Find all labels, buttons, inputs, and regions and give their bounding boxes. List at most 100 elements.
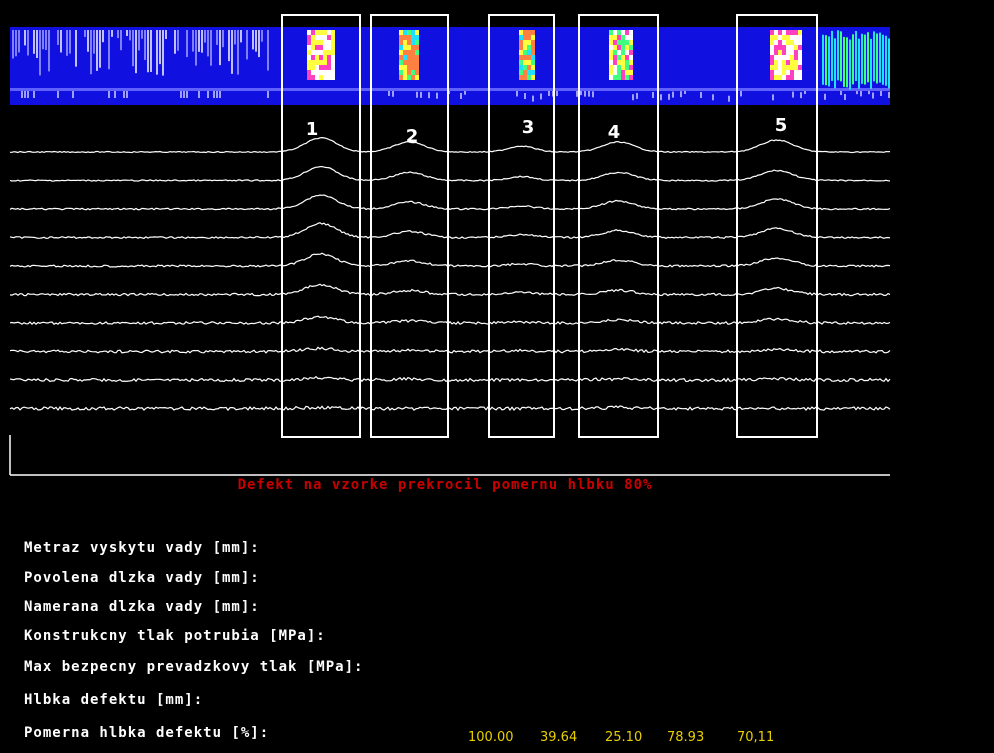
heat-streak [57,90,59,98]
heat-streak [156,30,158,75]
heat-cell [411,45,415,50]
heat-streak [33,90,35,98]
heat-cell [311,30,315,35]
heat-cell [415,55,419,60]
heat-cell [415,40,419,45]
heat-cell [782,40,786,45]
heat-cell [399,50,403,55]
heat-cell [523,45,527,50]
heat-streak [252,30,254,49]
heat-cell [786,30,790,35]
heat-cell [798,65,802,70]
heat-cell [307,70,311,75]
heat-cell [399,60,403,65]
heat-cell [531,50,535,55]
heat-cell [319,35,323,40]
heat-cell [399,55,403,60]
heat-cell [323,30,327,35]
heat-cell [786,65,790,70]
heat-cell [327,60,331,65]
heat-streak [126,30,128,36]
heat-streak [824,94,826,100]
heat-cell [415,65,419,70]
heat-streak [120,30,122,50]
heat-streak [123,90,125,98]
heat-streak [15,30,17,56]
heat-cell [778,45,782,50]
heat-cell [399,30,403,35]
heat-cell [415,30,419,35]
heat-cell [774,45,778,50]
heat-cell [415,45,419,50]
heat-cell [319,70,323,75]
heat-cell [403,35,407,40]
heat-streak [460,93,462,99]
heat-streak [680,91,682,97]
heat-cell [617,65,621,70]
heat-streak [201,30,203,53]
heat-cell [399,70,403,75]
heat-cell [331,50,335,55]
heat-cell [840,31,842,81]
heat-cell [786,50,790,55]
heat-streak [740,90,742,96]
heat-cell [531,40,535,45]
heat-cell [843,37,845,87]
heat-streak [84,30,86,37]
heat-cell [315,55,319,60]
defect-label: 5 [775,115,788,136]
heat-cell [837,30,839,80]
warning-text: Defekt na vzorke prekrocil pomernu hlbku… [0,477,890,493]
heat-streak [516,90,518,96]
heat-cell [407,35,411,40]
heat-cell [790,35,794,40]
waveform [10,377,890,382]
heat-cell [621,35,625,40]
heat-streak [117,30,119,38]
heat-streak [237,30,239,75]
heat-streak [216,30,218,45]
heat-streak [45,30,47,50]
defect-label: 3 [522,117,535,138]
heat-cell [523,30,527,35]
heat-cell [782,75,786,80]
heat-streak [48,30,50,71]
heat-cell [331,40,335,45]
heat-cell [798,60,802,65]
heat-streak [392,91,394,97]
heat-cell [331,75,335,80]
heat-cell [625,30,629,35]
heat-cell [411,60,415,65]
heat-cell [319,30,323,35]
heat-cell [403,65,407,70]
heat-cell [617,35,621,40]
field-value: 39.64 [540,730,577,745]
heat-cell [331,30,335,35]
heat-cell [794,55,798,60]
heat-streak [584,91,586,97]
heat-cell [786,60,790,65]
heat-streak [177,30,179,51]
heat-streak [216,90,218,98]
heat-streak [21,90,23,98]
heat-cell [621,30,625,35]
heat-streak [872,93,874,99]
waveform [10,138,890,153]
heat-streak [180,90,182,98]
heat-streak [42,30,44,49]
heat-cell [531,65,535,70]
heat-cell [415,70,419,75]
heat-cell [790,50,794,55]
heat-cell [311,70,315,75]
defect-label: 2 [406,126,419,147]
heat-cell [403,60,407,65]
heat-cell [774,65,778,70]
heat-cell [307,55,311,60]
heat-cell [625,70,629,75]
heat-streak [228,30,230,61]
heat-streak [96,30,98,71]
heat-cell [855,31,857,81]
heat-streak [93,30,95,54]
waveforms [10,138,890,411]
heat-cell [621,60,625,65]
